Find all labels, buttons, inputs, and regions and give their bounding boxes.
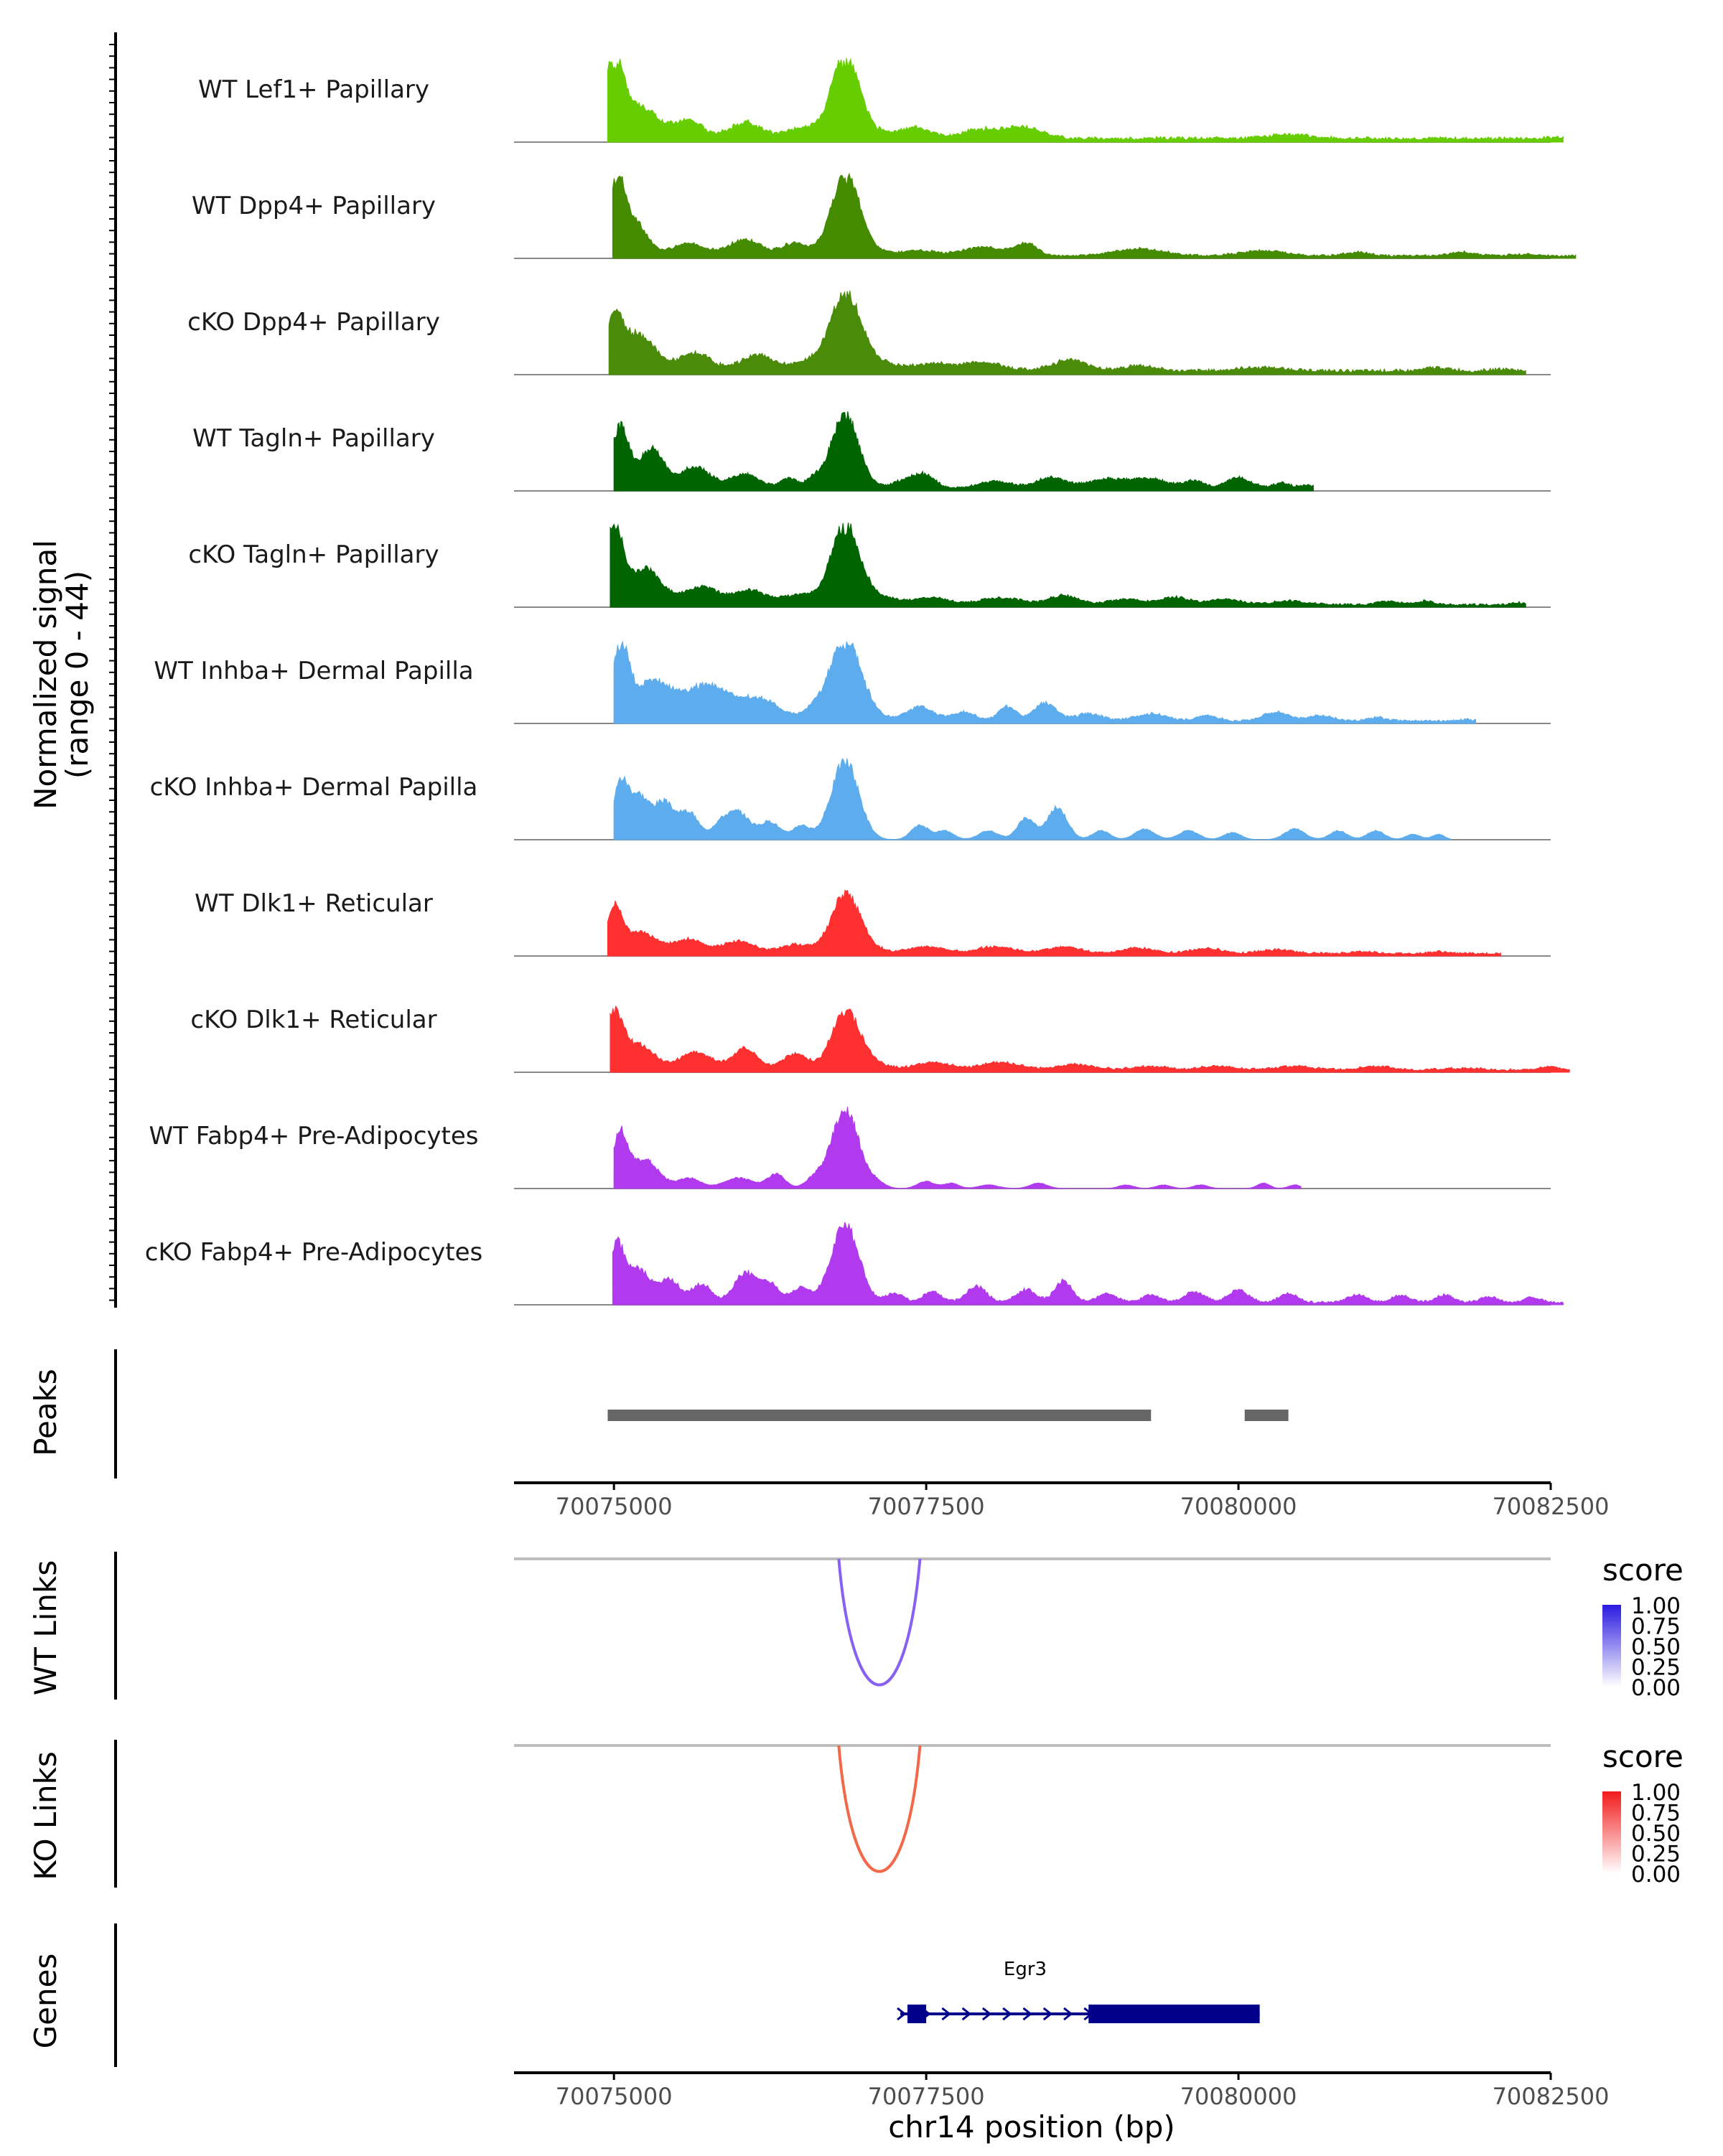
coverage-area	[612, 172, 1577, 259]
links-label: KO Links	[28, 1751, 63, 1880]
links-panel: KO Links score 1.000.750.500.250.00	[28, 1739, 1684, 1888]
legend-title: score	[1602, 1739, 1684, 1774]
coverage-area	[612, 1222, 1564, 1306]
coverage-tracks: WT Lef1+ Papillary WT Dpp4+ Papillary cKO …	[145, 57, 1577, 1306]
coverage-ylabel-range: (range 0 - 44)	[60, 571, 95, 779]
legend-tick-label: 0.50	[1631, 1634, 1681, 1660]
gene-exon	[1088, 2005, 1260, 2023]
peaks-label: Peaks	[28, 1369, 63, 1456]
x-tick-label: 70082500	[1493, 2083, 1610, 2110]
coverage-track: cKO Dlk1+ Reticular	[190, 1005, 1570, 1073]
coverage-ylabel: Normalized signal	[28, 540, 63, 810]
peak-region	[607, 1410, 1152, 1421]
legend-tick-label: 1.00	[1631, 1780, 1681, 1806]
coverage-y-axis	[109, 32, 117, 1308]
strand-chevron	[941, 2007, 951, 2021]
legend-tick-label: 0.25	[1631, 1655, 1681, 1681]
strand-chevron	[921, 2007, 931, 2021]
coverage-track: WT Tagln+ Papillary	[192, 411, 1551, 492]
strand-chevron	[1022, 2007, 1032, 2021]
track-label: WT Fabp4+ Pre-Adipocytes	[149, 1122, 479, 1150]
legend-tick-label: 0.00	[1631, 1675, 1681, 1701]
track-label: cKO Dlk1+ Reticular	[190, 1006, 436, 1034]
coverage-area	[613, 640, 1477, 724]
legend-tick-label: 0.25	[1631, 1842, 1681, 1867]
coverage-track: WT Fabp4+ Pre-Adipocytes	[149, 1106, 1551, 1189]
x-axis-peaks: 70075000 70077500 70080000 70082500	[514, 1481, 1610, 1520]
coverage-area	[613, 411, 1314, 492]
track-label: WT Dpp4+ Papillary	[192, 192, 436, 220]
strand-chevron	[961, 2007, 972, 2021]
track-label: cKO Tagln+ Papillary	[188, 540, 439, 569]
track-label: WT Tagln+ Papillary	[192, 424, 435, 453]
x-axis-title: chr14 position (bp)	[888, 2109, 1175, 2145]
coverage-area	[613, 1106, 1302, 1189]
link-arc	[837, 1745, 922, 1873]
legend-title: score	[1602, 1552, 1684, 1588]
coverage-area	[613, 758, 1452, 840]
coverage-track: WT Inhba+ Dermal Papilla	[154, 640, 1551, 724]
coverage-track: WT Dpp4+ Papillary	[192, 172, 1577, 259]
coverage-area	[610, 1005, 1570, 1073]
track-label: WT Dlk1+ Reticular	[195, 889, 433, 918]
strand-chevron	[897, 2007, 907, 2021]
coverage-track: WT Dlk1+ Reticular	[195, 889, 1551, 957]
legend-tick-label: 0.00	[1631, 1862, 1681, 1888]
x-tick-label: 70075000	[556, 1493, 673, 1520]
peak-region	[1244, 1410, 1289, 1421]
x-tick-label: 70082500	[1493, 1493, 1610, 1520]
x-tick-label: 70077500	[868, 2083, 985, 2110]
gene-name-label: Egr3	[1004, 1959, 1047, 1980]
coverage-track: cKO Inhba+ Dermal Papilla	[150, 758, 1551, 840]
x-tick-label: 70075000	[556, 2083, 673, 2110]
strand-chevron	[1063, 2007, 1073, 2021]
coverage-track: WT Lef1+ Papillary	[198, 57, 1564, 143]
x-axis-genes: 70075000 70077500 70080000 70082500	[514, 2071, 1610, 2110]
legend-tick-label: 1.00	[1631, 1593, 1681, 1619]
legend-tick-label: 0.50	[1631, 1821, 1681, 1847]
coverage-track: cKO Fabp4+ Pre-Adipocytes	[145, 1222, 1564, 1306]
x-tick-label: 70077500	[868, 1493, 985, 1520]
gene-model: Egr3	[897, 1959, 1260, 2023]
strand-chevron	[981, 2007, 992, 2021]
coverage-track: cKO Tagln+ Papillary	[188, 522, 1551, 608]
coverage-track: cKO Dpp4+ Papillary	[187, 290, 1551, 375]
coverage-area	[607, 57, 1564, 143]
peak-regions	[607, 1410, 1289, 1421]
track-label: WT Inhba+ Dermal Papilla	[154, 657, 473, 685]
coverage-area	[610, 522, 1526, 608]
strand-chevron	[1002, 2007, 1012, 2021]
legend-tick-label: 0.75	[1631, 1801, 1681, 1827]
legend-colorbar	[1602, 1605, 1621, 1687]
x-tick-label: 70080000	[1180, 1493, 1297, 1520]
track-label: cKO Dpp4+ Papillary	[187, 308, 440, 337]
strand-chevron	[1083, 2007, 1093, 2021]
coverage-area	[607, 889, 1501, 957]
link-arc	[837, 1558, 922, 1687]
strand-chevron	[1042, 2007, 1053, 2021]
links-panel: WT Links score 1.000.750.500.250.00	[28, 1552, 1684, 1701]
gene-models: Egr3	[897, 1959, 1260, 2023]
x-tick-label: 70080000	[1180, 2083, 1297, 2110]
track-label: cKO Fabp4+ Pre-Adipocytes	[145, 1238, 483, 1267]
legend-colorbar	[1602, 1791, 1621, 1873]
legend-tick-label: 0.75	[1631, 1614, 1681, 1640]
coverage-area	[608, 290, 1526, 375]
track-label: WT Lef1+ Papillary	[198, 75, 429, 104]
gene-exon	[907, 2005, 927, 2023]
links-label: WT Links	[28, 1560, 63, 1695]
genes-label: Genes	[28, 1954, 63, 2049]
track-label: cKO Inhba+ Dermal Papilla	[150, 773, 478, 802]
